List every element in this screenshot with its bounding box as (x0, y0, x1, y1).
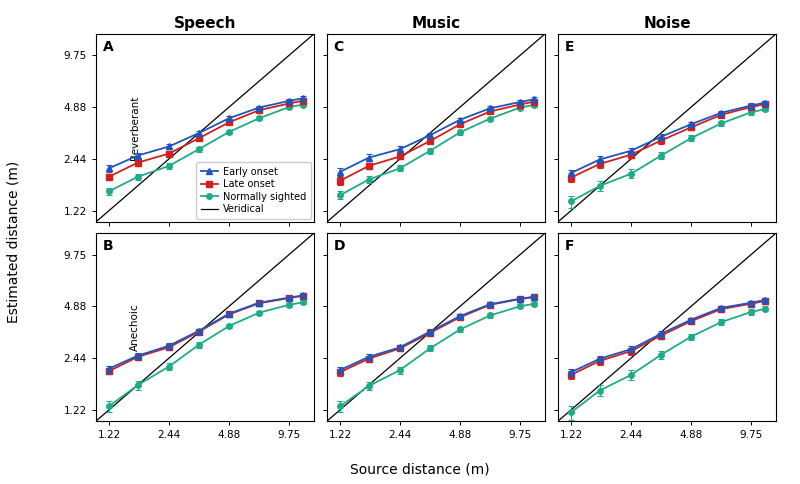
Text: Reverberant: Reverberant (130, 96, 140, 160)
Text: Anechoic: Anechoic (130, 303, 140, 351)
Text: E: E (565, 40, 574, 54)
Legend: Early onset, Late onset, Normally sighted, Veridical: Early onset, Late onset, Normally sighte… (196, 162, 311, 219)
Title: Music: Music (411, 16, 461, 31)
Title: Speech: Speech (174, 16, 236, 31)
Text: Estimated distance (m): Estimated distance (m) (6, 161, 21, 323)
Text: D: D (334, 239, 345, 253)
Text: C: C (334, 40, 344, 54)
Text: A: A (102, 40, 114, 54)
Text: F: F (565, 239, 574, 253)
Text: Source distance (m): Source distance (m) (350, 463, 490, 477)
Title: Noise: Noise (643, 16, 691, 31)
Text: B: B (102, 239, 113, 253)
